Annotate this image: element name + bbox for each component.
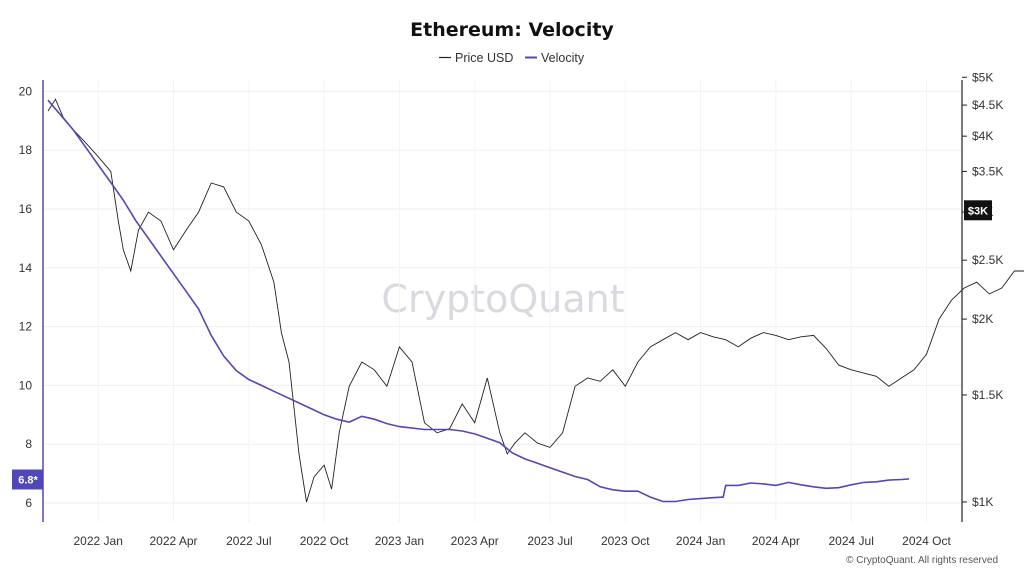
watermark: CryptoQuant xyxy=(381,277,624,321)
left-tick-16: 16 xyxy=(19,202,33,216)
x-tick-8: 2024 Jan xyxy=(676,534,725,548)
x-tick-2: 2022 Jul xyxy=(226,534,271,548)
series-velocity-line xyxy=(47,99,909,503)
left-tick-14: 14 xyxy=(19,261,33,275)
right-tick-label-3: $2.5K xyxy=(972,253,1003,267)
left-tick-18: 18 xyxy=(19,143,33,157)
right-tick-label-8: $5K xyxy=(972,70,993,84)
x-axis-ticks: 2022 Jan 2022 Apr 2022 Jul 2022 Oct 2023 Jan… xyxy=(74,534,952,548)
series-price-usd-line xyxy=(47,98,1024,503)
left-tick-12: 12 xyxy=(19,320,33,334)
x-tick-5: 2023 Apr xyxy=(451,534,499,548)
x-tick-7: 2023 Oct xyxy=(601,534,650,548)
left-tick-8: 8 xyxy=(25,437,32,451)
right-tick-label-5: $3.5K xyxy=(972,164,1003,178)
current-velocity-badge: 6.8* xyxy=(12,469,43,490)
x-tick-1: 2022 Apr xyxy=(149,534,197,548)
left-tick-20: 20 xyxy=(19,84,33,98)
x-tick-11: 2024 Oct xyxy=(902,534,951,548)
current-price-badge-bg xyxy=(964,200,992,221)
right-tick-label-2: $2K xyxy=(972,312,993,326)
x-tick-4: 2023 Jan xyxy=(375,534,424,548)
current-price-label: $3K xyxy=(968,205,988,217)
legend-velocity[interactable]: Velocity xyxy=(541,51,585,65)
x-tick-3: 2022 Oct xyxy=(300,534,349,548)
x-tick-6: 2023 Jul xyxy=(527,534,572,548)
right-tick-label-7: $4.5K xyxy=(972,98,1003,112)
copyright-credit: © CryptoQuant. All rights reserved xyxy=(846,555,998,566)
chart-title: Ethereum: Velocity xyxy=(410,19,614,41)
x-tick-0: 2022 Jan xyxy=(74,534,123,548)
current-velocity-badge-bg xyxy=(12,469,43,490)
left-axis-ticks: 6 8 10 12 14 16 18 20 xyxy=(19,84,33,510)
legend: Price USD Velocity xyxy=(439,51,585,65)
right-axis-ticks: $1K $1.5K $2K $2.5K $3K $3.5K $4K $4.5K $5K xyxy=(962,70,1003,509)
right-tick-label-1: $1.5K xyxy=(972,388,1003,402)
x-tick-9: 2024 Apr xyxy=(752,534,800,548)
current-price-badge: $3K xyxy=(964,200,992,221)
right-tick-label-0: $1K xyxy=(972,495,993,509)
left-tick-10: 10 xyxy=(19,378,33,392)
right-tick-label-6: $4K xyxy=(972,129,993,143)
current-velocity-label: 6.8* xyxy=(18,475,38,487)
left-tick-6: 6 xyxy=(25,496,32,510)
x-tick-10: 2024 Jul xyxy=(829,534,874,548)
gridlines xyxy=(43,80,962,522)
legend-price-usd[interactable]: Price USD xyxy=(455,51,513,65)
